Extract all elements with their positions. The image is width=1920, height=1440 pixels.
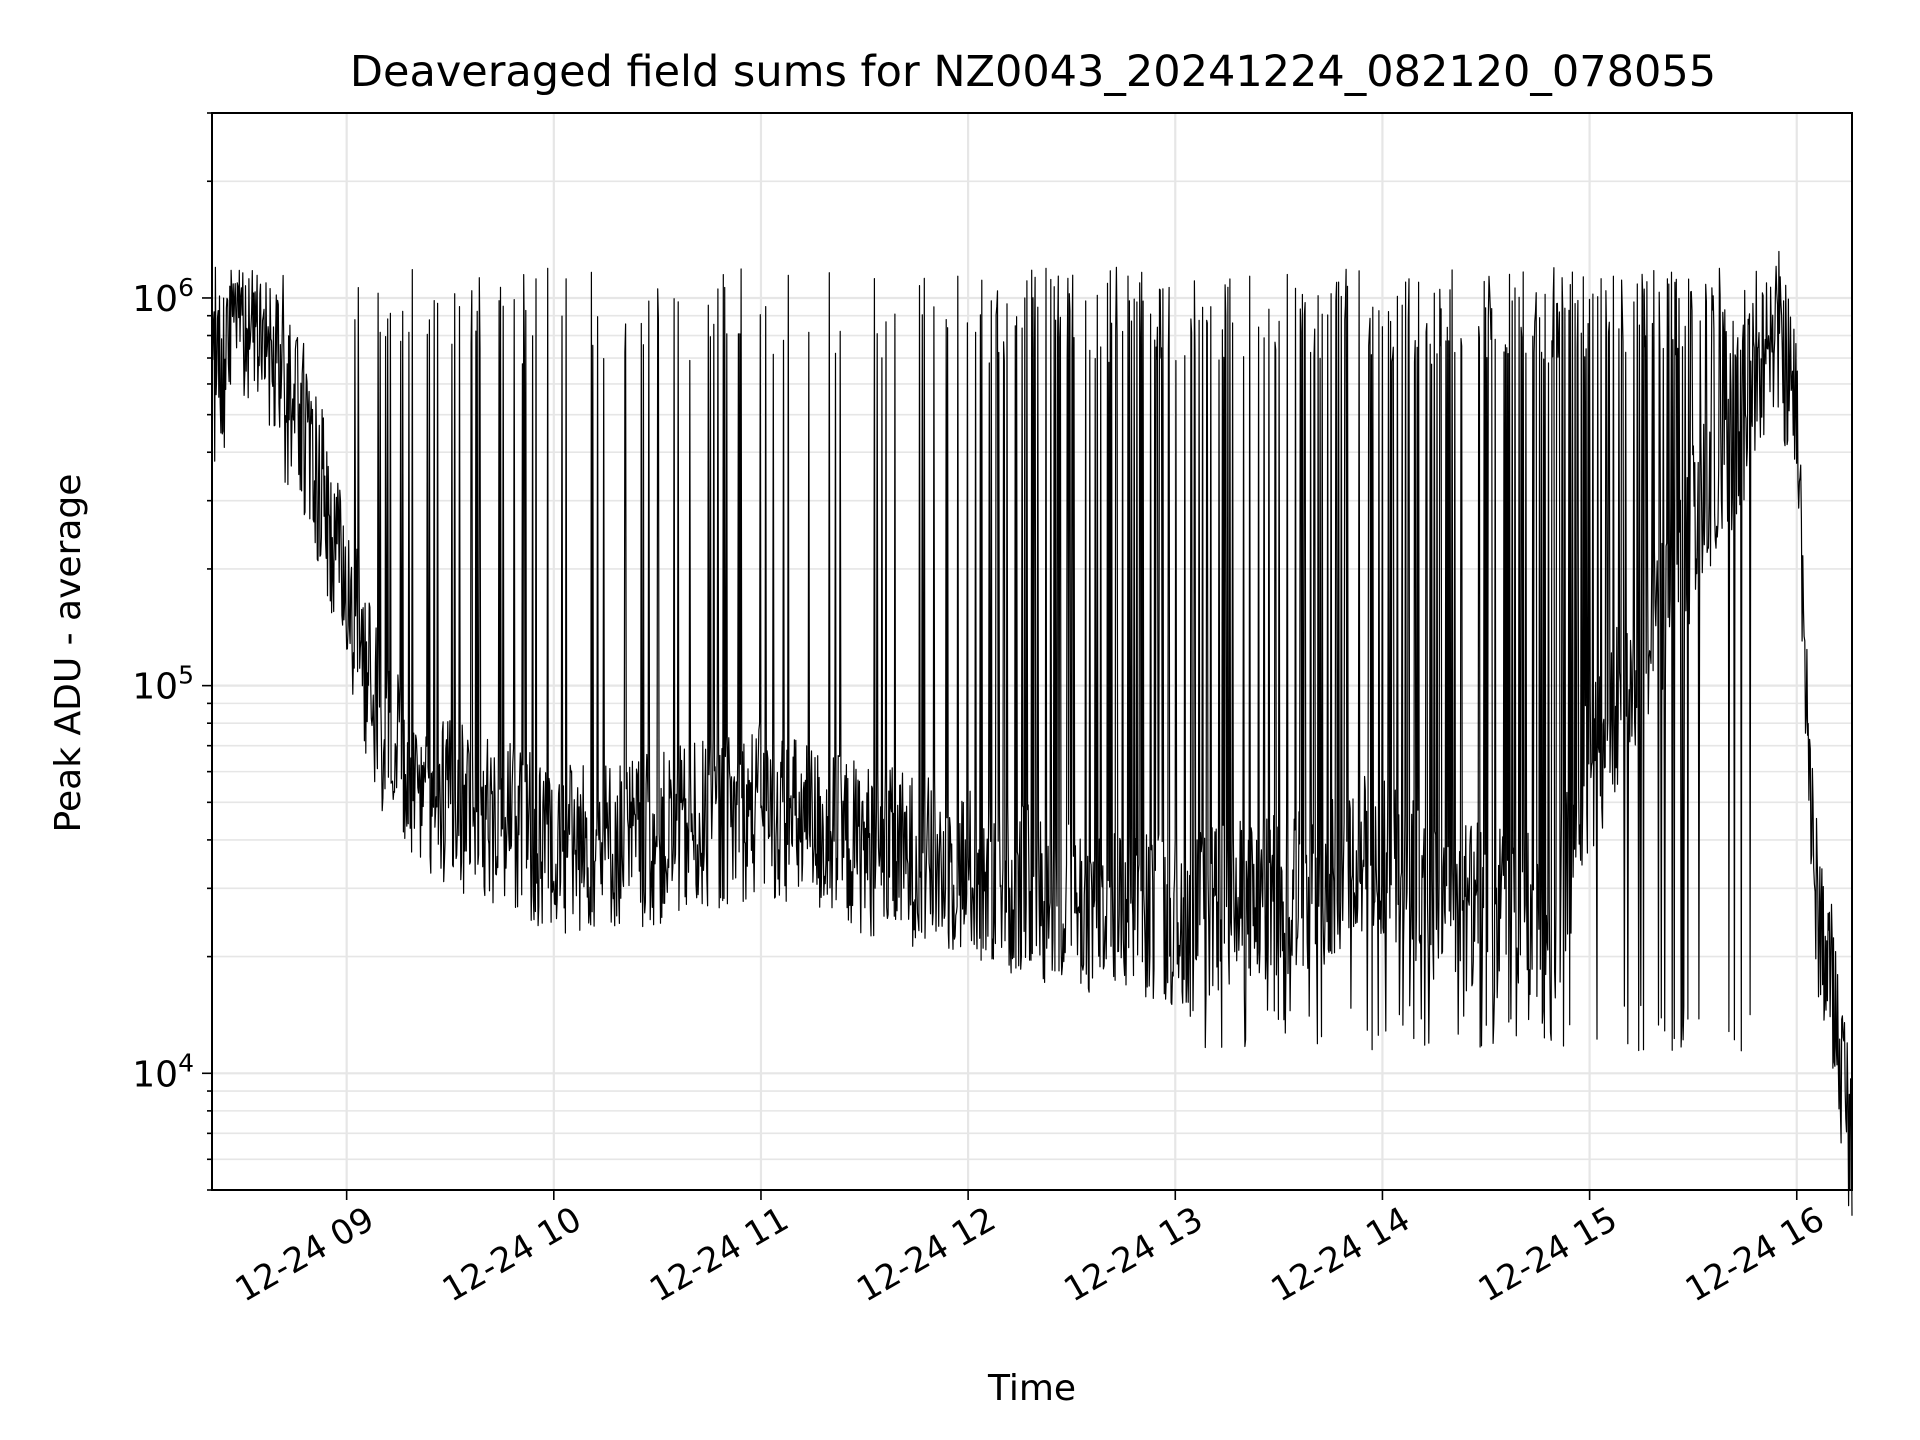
- series-line: [211, 250, 1853, 1216]
- x-axis-label: Time: [987, 1368, 1076, 1409]
- y-tick-label: 106: [132, 273, 194, 320]
- y-tick-label: 105: [132, 661, 194, 708]
- series-area: [211, 250, 1853, 1216]
- y-axis: 104 105 106: [132, 112, 212, 1191]
- y-axis-label: Peak ADU - average: [48, 474, 89, 833]
- chart-title: Deaveraged field sums for NZ0043_2024122…: [350, 47, 1716, 97]
- y-tick-label: 104: [132, 1048, 194, 1095]
- plot-frame: [211, 112, 1853, 1191]
